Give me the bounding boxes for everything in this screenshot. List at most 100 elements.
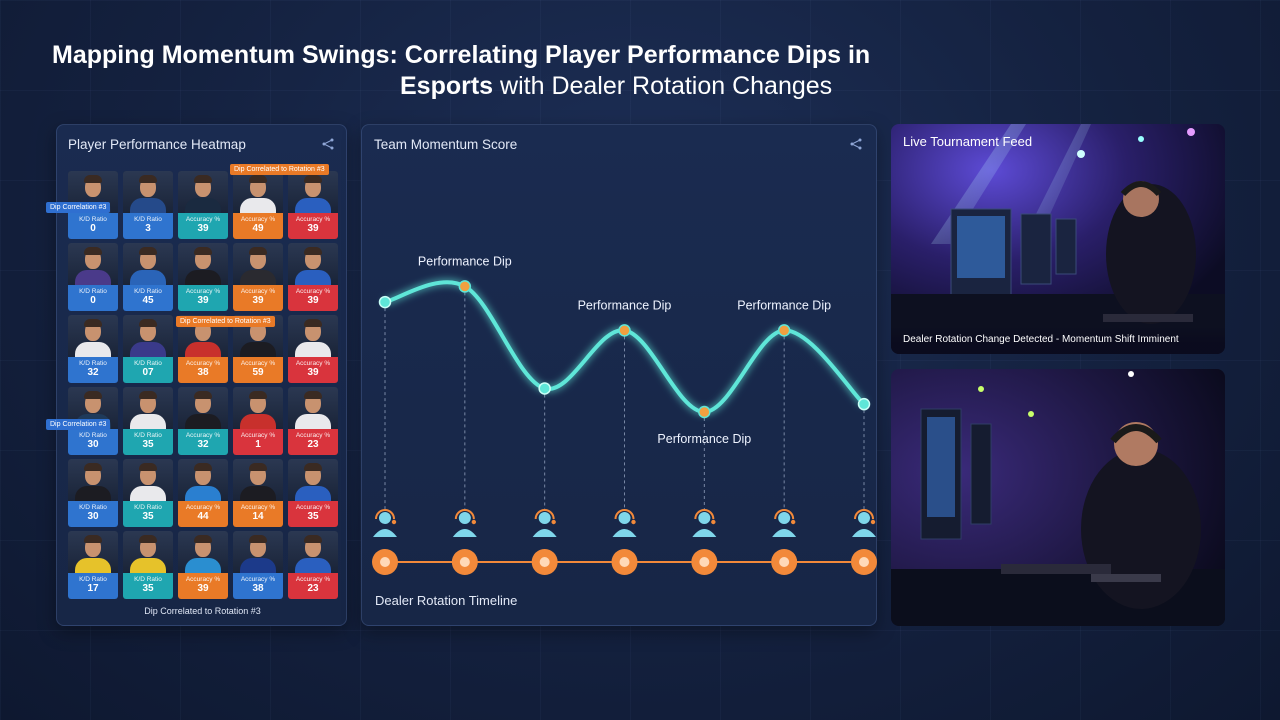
stat-value: 39	[307, 367, 319, 378]
player-cell[interactable]: K/D Ratio 35	[123, 459, 173, 527]
stat-value: 59	[252, 367, 264, 378]
player-hair	[304, 535, 322, 543]
stat-value: 0	[90, 223, 96, 234]
player-jersey	[295, 342, 331, 360]
player-stat: Accuracy % 39	[233, 285, 283, 311]
rotation-node-center	[859, 557, 869, 567]
player-cell[interactable]: K/D Ratio 35	[123, 531, 173, 599]
stat-value: 49	[252, 223, 264, 234]
player-stat: K/D Ratio 30	[68, 501, 118, 527]
stat-label: Accuracy %	[185, 504, 221, 511]
player-jersey	[185, 558, 221, 576]
stat-value: 30	[87, 439, 99, 450]
headset-dealer-icon[interactable]	[373, 509, 397, 537]
stat-label: K/D Ratio	[134, 576, 162, 583]
player-cell[interactable]: Accuracy % 39	[178, 531, 228, 599]
page-title-line1: Mapping Momentum Swings: Correlating Pla…	[52, 41, 871, 69]
stat-value: 39	[197, 223, 209, 234]
heatmap-panel: Player Performance Heatmap K/D Ratio 0 K/D…	[46, 124, 347, 626]
player-hair	[139, 319, 157, 327]
player-cell[interactable]: K/D Ratio 30	[68, 459, 118, 527]
player-stat: Accuracy % 39	[178, 285, 228, 311]
player-photo	[233, 531, 283, 576]
stat-value: 45	[142, 295, 154, 306]
headset-dealer-icon[interactable]	[692, 509, 717, 537]
player-cell[interactable]: Accuracy % 39	[233, 243, 283, 311]
player-cell[interactable]: Accuracy % 23	[288, 531, 338, 599]
stat-label: Accuracy %	[240, 360, 276, 367]
dip-correlation-tag: Dip Correlation #3	[46, 419, 111, 430]
momentum-point	[618, 324, 631, 337]
player-cell[interactable]: K/D Ratio 07	[123, 315, 173, 383]
players-scene-image	[891, 369, 1225, 626]
player-stat: Accuracy % 38	[178, 357, 228, 383]
share-icon[interactable]	[322, 138, 334, 150]
stat-label: K/D Ratio	[134, 504, 162, 511]
player-cell[interactable]: Accuracy % 39	[288, 171, 338, 239]
player-cell[interactable]: Accuracy % 49	[233, 171, 283, 239]
player-hair	[84, 247, 102, 255]
player-hair	[194, 175, 212, 183]
player-cell[interactable]: Accuracy % 39	[178, 243, 228, 311]
stat-value: 35	[307, 511, 319, 522]
player-cell[interactable]: Accuracy % 39	[288, 243, 338, 311]
headset-dealer-icon[interactable]	[612, 509, 637, 537]
player-jersey	[185, 198, 221, 216]
stat-label: Accuracy %	[295, 288, 331, 295]
player-jersey	[295, 414, 331, 432]
headset-dealer-icon[interactable]	[532, 509, 557, 537]
stat-value: 14	[252, 511, 264, 522]
player-photo	[68, 315, 118, 360]
stat-value: 30	[87, 511, 99, 522]
stat-label: Accuracy %	[185, 288, 221, 295]
player-cell[interactable]: Accuracy % 14	[233, 459, 283, 527]
player-cell[interactable]: K/D Ratio 0	[68, 243, 118, 311]
momentum-point	[458, 280, 472, 293]
stat-value: 17	[87, 583, 99, 594]
player-cell[interactable]: Accuracy % 32	[178, 387, 228, 455]
player-cell[interactable]: K/D Ratio 32	[68, 315, 118, 383]
stat-label: K/D Ratio	[79, 504, 107, 511]
player-stat: K/D Ratio 35	[123, 501, 173, 527]
player-jersey	[240, 270, 276, 288]
player-stat: Accuracy % 59	[233, 357, 283, 383]
page-title-rest: with Dealer Rotation Changes	[493, 72, 833, 100]
player-stat: K/D Ratio 35	[123, 573, 173, 599]
player-cell[interactable]: K/D Ratio 17	[68, 531, 118, 599]
player-stat: Accuracy % 23	[288, 429, 338, 455]
page-title: Mapping Momentum Swings: Correlating Pla…	[52, 40, 1232, 102]
player-cell[interactable]: Accuracy % 44	[178, 459, 228, 527]
stat-label: K/D Ratio	[134, 360, 162, 367]
player-photo	[233, 459, 283, 504]
player-stat: K/D Ratio 0	[68, 285, 118, 311]
headset-dealer-icon[interactable]	[852, 509, 876, 537]
player-cell[interactable]: Accuracy % 39	[288, 315, 338, 383]
headset-dealer-icon[interactable]	[452, 509, 477, 537]
stat-label: Accuracy %	[240, 576, 276, 583]
player-stat: Accuracy % 39	[288, 357, 338, 383]
player-cell[interactable]: Accuracy % 38	[233, 531, 283, 599]
rotation-node-center	[779, 557, 790, 567]
player-cell[interactable]: Accuracy % 23	[288, 387, 338, 455]
player-jersey	[130, 414, 166, 432]
player-cell[interactable]: K/D Ratio 35	[123, 387, 173, 455]
player-photo	[288, 459, 338, 504]
player-jersey	[130, 270, 166, 288]
player-cell[interactable]: Accuracy % 35	[288, 459, 338, 527]
player-cell[interactable]: K/D Ratio 3	[123, 171, 173, 239]
player-jersey	[75, 558, 111, 576]
stat-value: 35	[142, 439, 154, 450]
player-stat: Accuracy % 49	[233, 213, 283, 239]
player-cell[interactable]: Accuracy % 39	[178, 171, 228, 239]
live-feed-title: Live Tournament Feed	[903, 134, 1033, 149]
stat-label: K/D Ratio	[79, 432, 107, 439]
player-jersey	[185, 342, 221, 360]
player-jersey	[130, 486, 166, 504]
headset-dealer-icon[interactable]	[772, 509, 797, 537]
player-hair	[249, 391, 267, 399]
stat-value: 07	[142, 367, 154, 378]
share-icon[interactable]	[850, 138, 862, 150]
player-cell[interactable]: Accuracy % 1	[233, 387, 283, 455]
player-jersey	[185, 414, 221, 432]
player-cell[interactable]: K/D Ratio 45	[123, 243, 173, 311]
